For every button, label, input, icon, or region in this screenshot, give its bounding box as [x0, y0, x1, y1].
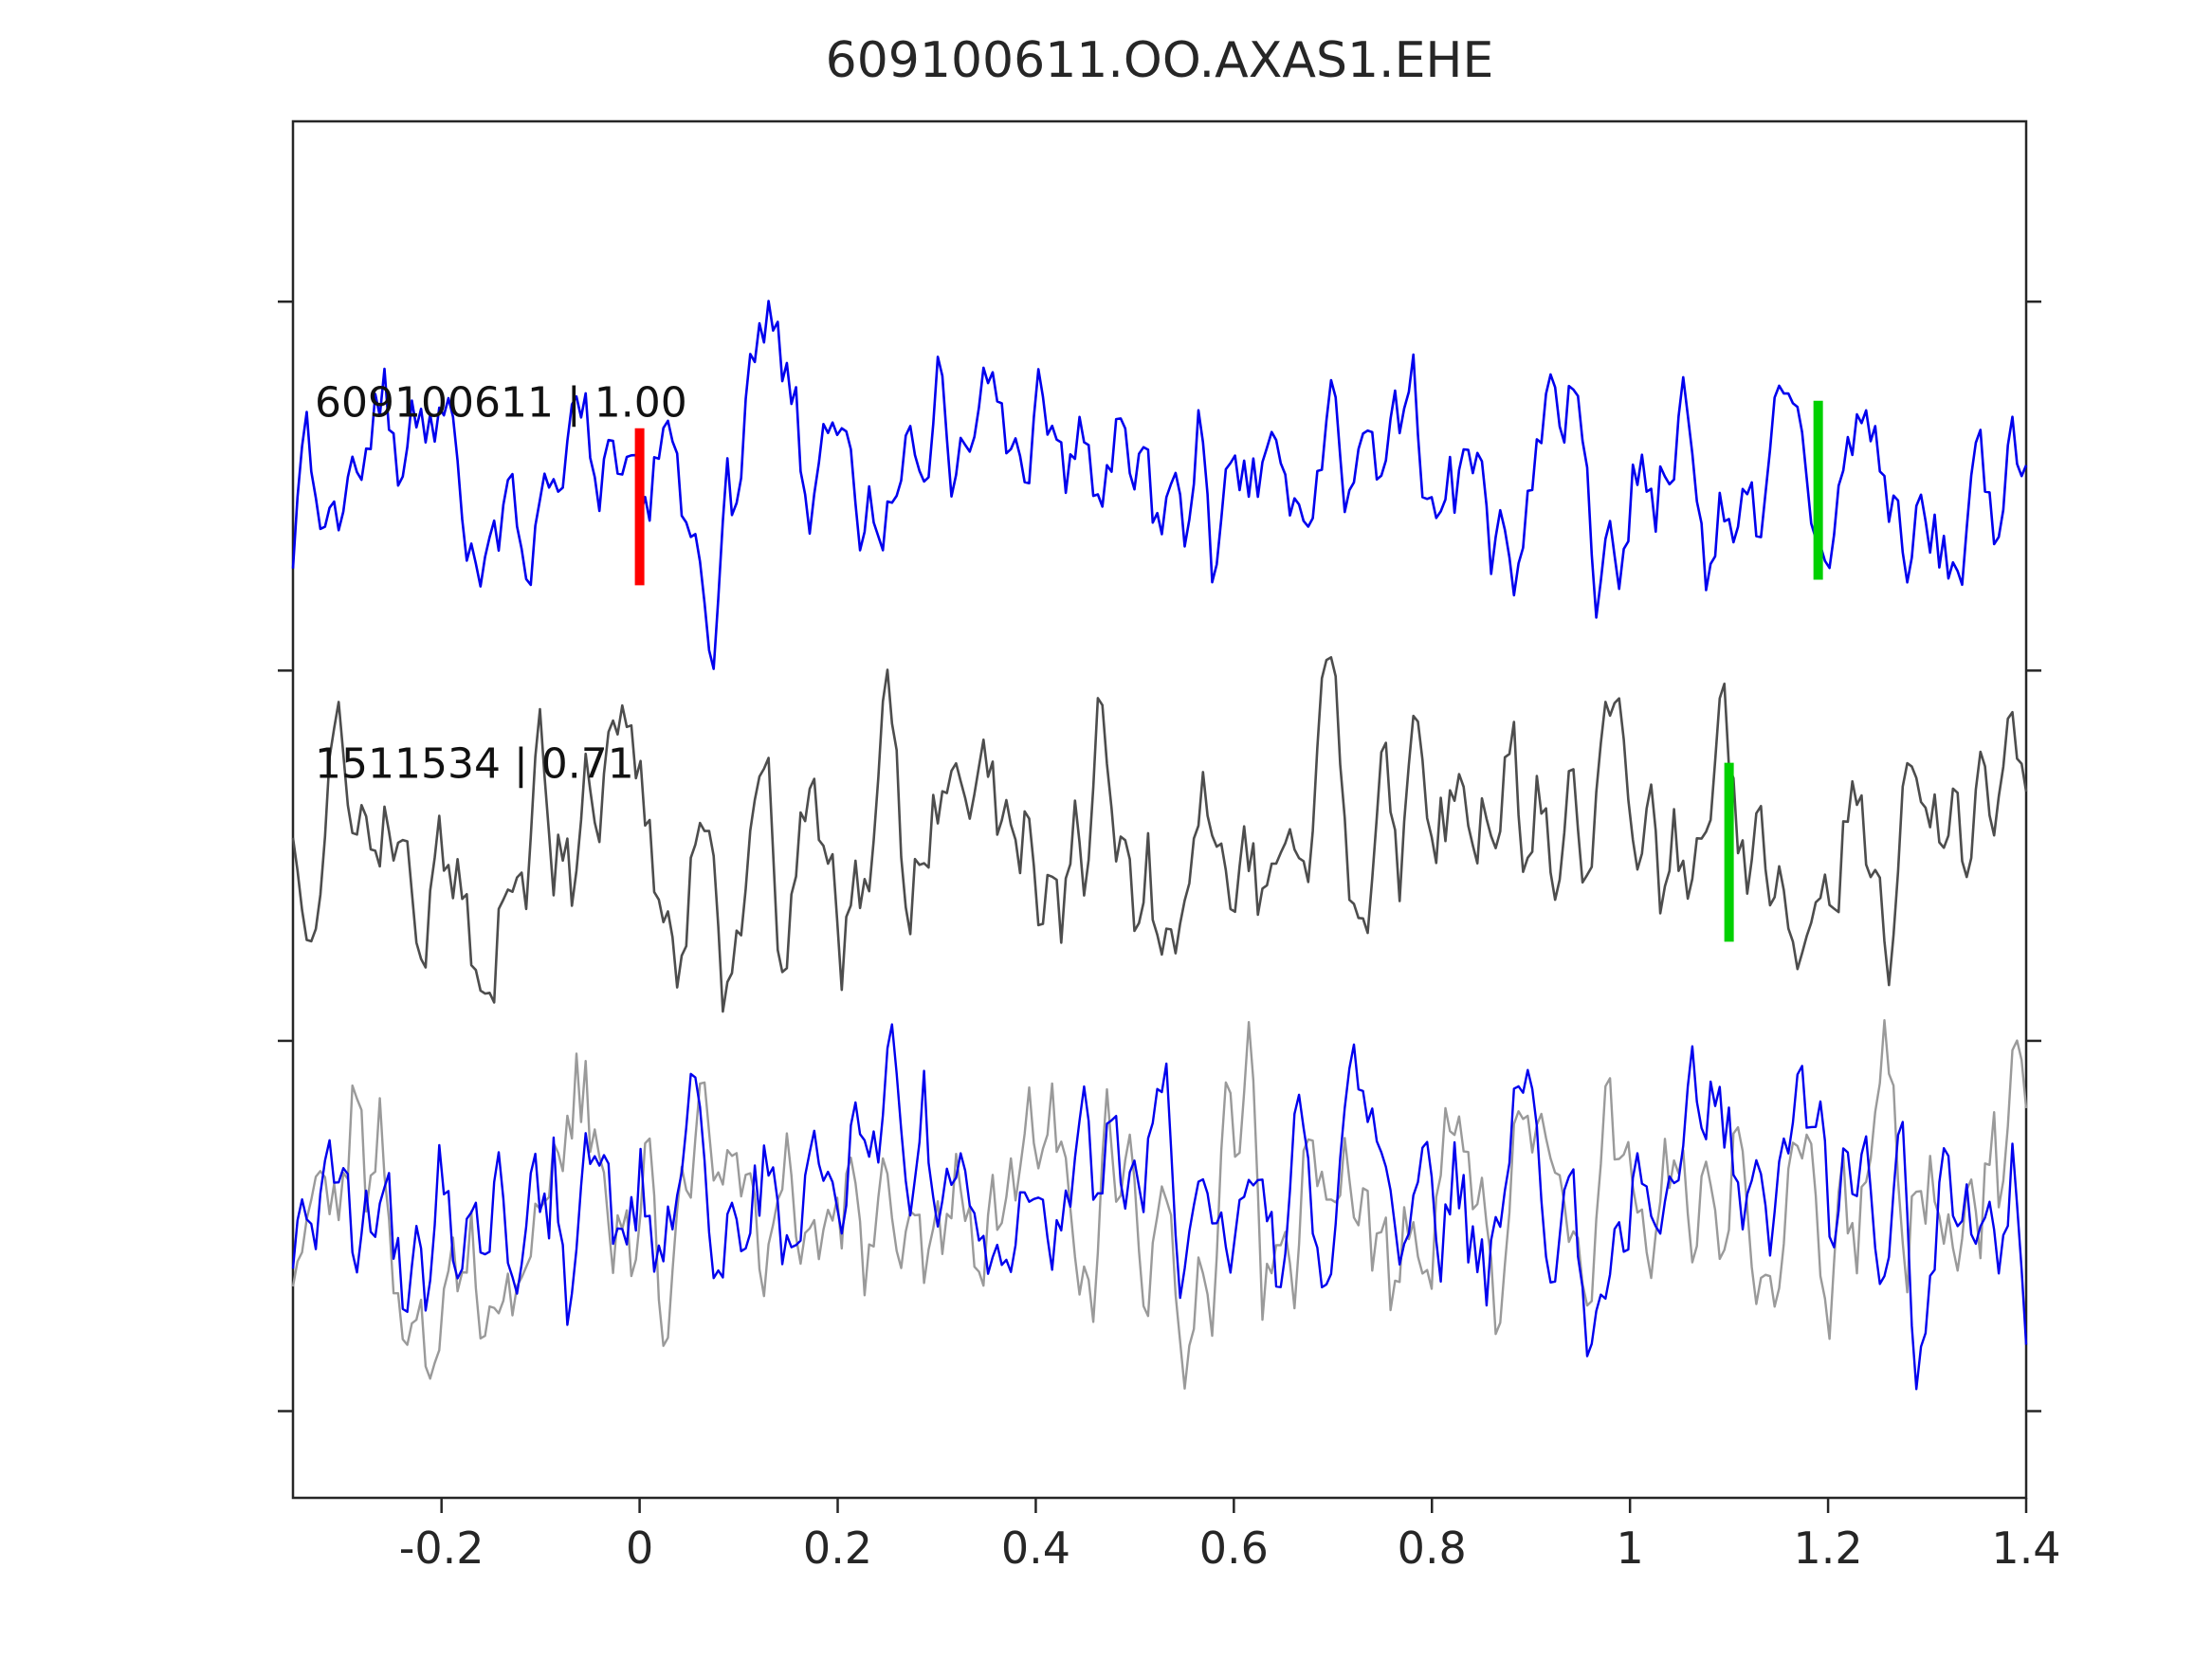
detection-trace-label: 1511534 | 0.71: [315, 739, 634, 789]
overlay-detection-gray: [291, 1018, 2028, 1390]
plot-title: 609100611.OO.AXAS1.EHE: [825, 32, 1494, 89]
plot-border: [291, 119, 2028, 1500]
template-waveform: [291, 300, 2028, 670]
template-trace-label: 609100611 | 1.00: [315, 378, 687, 428]
overlay-template-blue: [291, 1023, 2028, 1391]
detection-waveform: [291, 656, 2028, 1013]
